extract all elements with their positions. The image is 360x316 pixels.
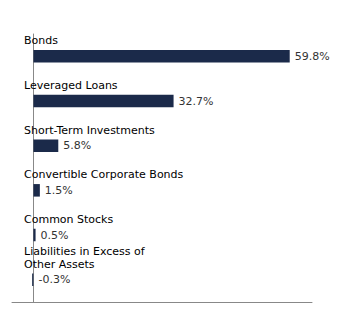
svg-text:0.5%: 0.5% xyxy=(41,229,69,242)
svg-text:Bonds: Bonds xyxy=(24,34,58,47)
svg-text:-0.3%: -0.3% xyxy=(38,273,70,286)
svg-text:Other Assets: Other Assets xyxy=(24,258,95,271)
svg-text:1.5%: 1.5% xyxy=(45,184,73,197)
svg-text:59.8%: 59.8% xyxy=(295,50,330,63)
svg-text:Liabilities in Excess of: Liabilities in Excess of xyxy=(24,245,146,258)
svg-text:Short-Term Investments: Short-Term Investments xyxy=(24,124,155,137)
svg-text:32.7%: 32.7% xyxy=(179,95,214,108)
svg-text:Common Stocks: Common Stocks xyxy=(24,213,113,226)
svg-text:Leveraged Loans: Leveraged Loans xyxy=(24,79,118,92)
svg-text:Convertible Corporate Bonds: Convertible Corporate Bonds xyxy=(24,168,184,181)
svg-text:5.8%: 5.8% xyxy=(63,139,91,152)
